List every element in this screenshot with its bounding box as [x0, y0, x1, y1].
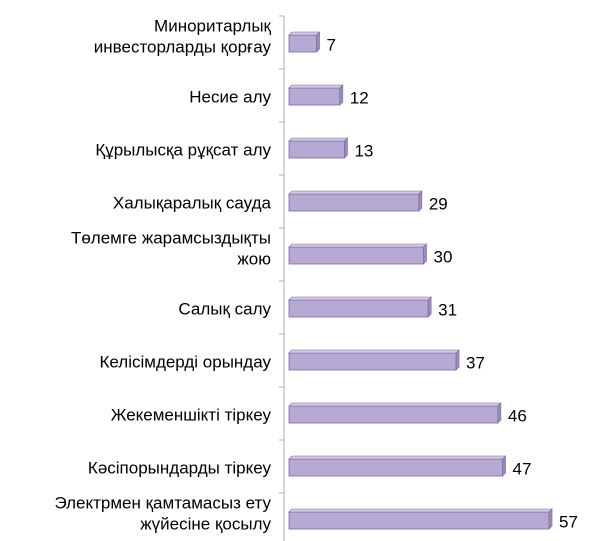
category-label: Құрылысқа рұқсат алу: [95, 141, 271, 160]
bar: [288, 511, 550, 530]
data-label: 13: [354, 142, 373, 161]
bar-top-face: [288, 349, 460, 354]
bar-end-face: [316, 31, 320, 53]
bar-top-face: [288, 137, 349, 142]
bar: [288, 87, 341, 106]
category-label: инвесторларды қорғау: [94, 38, 272, 57]
bar-top-face: [288, 243, 428, 248]
data-label: 30: [434, 248, 453, 267]
data-label: 57: [559, 513, 578, 532]
category-label: Жекеменшікті тіркеу: [111, 406, 272, 425]
bar-end-face: [502, 455, 506, 477]
data-label: 31: [438, 301, 457, 320]
data-label: 12: [350, 89, 369, 108]
bar-end-face: [497, 402, 502, 424]
category-label: Несие алу: [189, 88, 271, 107]
bar-end-face: [339, 84, 344, 106]
bar: [288, 34, 317, 53]
category-label: Халықаралық сауда: [113, 194, 272, 213]
category-label: Төлемге жарамсыздықты: [71, 229, 271, 248]
data-label: 47: [513, 460, 532, 479]
bar: [288, 405, 499, 424]
bar-end-face: [427, 296, 432, 318]
bar: [288, 193, 420, 212]
bar-top-face: [288, 402, 502, 407]
category-label: Кәсіпорындарды тіркеу: [88, 459, 272, 478]
category-label: Миноритарлық: [154, 17, 272, 36]
category-label: Электрмен қамтамасыз ету: [54, 494, 271, 513]
bar-end-face: [423, 243, 427, 265]
bar: [288, 458, 503, 477]
bar: [288, 352, 457, 371]
bar-top-face: [288, 296, 432, 301]
bar-top-face: [288, 84, 344, 89]
bar-end-face: [455, 349, 460, 371]
data-label: 37: [466, 354, 485, 373]
category-label: Салық салу: [178, 300, 271, 319]
bar: [288, 246, 424, 265]
category-label: жүйесіне қосылу: [140, 515, 271, 534]
bar-top-face: [288, 31, 321, 36]
bar: [288, 299, 429, 318]
bar-top-face: [288, 455, 507, 460]
data-label: 46: [508, 407, 527, 426]
bar-end-face: [344, 137, 348, 159]
bar-end-face: [548, 508, 553, 530]
category-label: Келісімдерді орындау: [99, 353, 271, 372]
category-label: жою: [237, 250, 271, 269]
data-label: 29: [429, 195, 448, 214]
data-label: 7: [327, 36, 336, 55]
bar-end-face: [418, 190, 423, 212]
bar-top-face: [288, 508, 553, 513]
bar: [288, 140, 345, 159]
bar-top-face: [288, 190, 423, 195]
